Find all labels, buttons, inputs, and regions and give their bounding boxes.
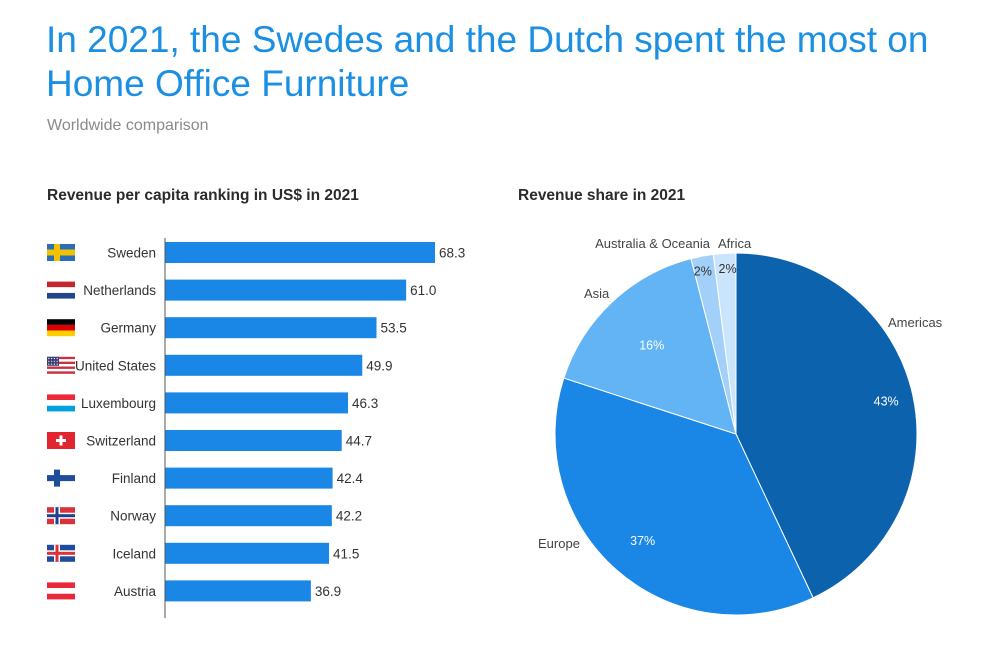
bar-switzerland bbox=[165, 430, 342, 451]
category-label-finland: Finland bbox=[112, 471, 156, 486]
bar-luxembourg bbox=[165, 392, 349, 414]
slice-label-asia: Asia bbox=[584, 286, 610, 301]
chart-subtitle: Worldwide comparison bbox=[47, 117, 209, 134]
slice-label-africa: Africa bbox=[718, 236, 752, 251]
bar-netherlands bbox=[165, 279, 407, 301]
category-label-austria: Austria bbox=[114, 584, 157, 599]
value-label-austria: 36.9 bbox=[315, 584, 341, 599]
value-label-luxembourg: 46.3 bbox=[352, 396, 378, 411]
germany-flag-icon bbox=[47, 319, 75, 337]
category-label-united-states: United States bbox=[75, 358, 156, 373]
pie-slice-europe bbox=[554, 377, 814, 616]
bar-united-states bbox=[165, 354, 363, 376]
chart-title: In 2021, the Swedes and the Dutch spent … bbox=[46, 19, 929, 104]
bar-sweden bbox=[165, 242, 435, 263]
pct-label-europe: 37% bbox=[630, 534, 655, 548]
category-label-luxembourg: Luxembourg bbox=[81, 396, 156, 411]
sweden-flag-icon bbox=[47, 244, 75, 261]
pct-label-africa: 2% bbox=[719, 262, 737, 276]
pie-chart-title: Revenue share in 2021 bbox=[518, 187, 686, 204]
pie-slice-americas bbox=[735, 252, 918, 599]
pie-slice-asia bbox=[563, 258, 737, 435]
category-label-iceland: Iceland bbox=[112, 546, 156, 561]
austria-flag-icon bbox=[47, 582, 75, 600]
pie-slice-africa bbox=[712, 252, 737, 435]
bar-iceland bbox=[165, 542, 330, 564]
finland-flag-icon bbox=[47, 469, 75, 487]
pie-chart: 43% 37% 16% 2% 2% Americas Europe Asia Australia… bbox=[538, 236, 943, 616]
luxembourg-flag-icon bbox=[47, 394, 75, 412]
slice-label-americas: Americas bbox=[888, 315, 943, 330]
category-label-netherlands: Netherlands bbox=[83, 283, 156, 298]
value-label-united-states: 49.9 bbox=[366, 358, 392, 373]
value-label-finland: 42.4 bbox=[337, 471, 364, 486]
bar-finland bbox=[165, 467, 333, 489]
value-label-iceland: 41.5 bbox=[333, 546, 359, 561]
category-label-switzerland: Switzerland bbox=[86, 434, 156, 449]
pct-label-australia-and-oceania: 2% bbox=[694, 264, 712, 278]
value-label-sweden: 68.3 bbox=[439, 246, 465, 261]
category-label-germany: Germany bbox=[100, 321, 156, 336]
bar-chart: Sweden 68.3 Netherlands 61.0 Germany 53.5 Unit… bbox=[47, 238, 465, 618]
bar-chart-title: Revenue per capita ranking in US$ in 202… bbox=[47, 187, 359, 204]
pct-label-asia: 16% bbox=[639, 338, 664, 352]
norway-flag-icon bbox=[47, 507, 75, 525]
value-label-switzerland: 44.7 bbox=[346, 434, 372, 449]
pct-label-americas: 43% bbox=[874, 394, 899, 408]
value-label-netherlands: 61.0 bbox=[410, 283, 436, 298]
united-states-flag-icon bbox=[47, 356, 75, 374]
bar-austria bbox=[165, 580, 311, 602]
netherlands-flag-icon bbox=[47, 281, 75, 299]
slice-label-australia-and-oceania: Australia & Oceania bbox=[595, 236, 711, 251]
switzerland-flag-icon bbox=[47, 432, 75, 449]
value-label-norway: 42.2 bbox=[336, 509, 362, 524]
bar-norway bbox=[165, 505, 332, 527]
value-label-germany: 53.5 bbox=[380, 321, 406, 336]
category-label-norway: Norway bbox=[110, 509, 156, 524]
category-label-sweden: Sweden bbox=[107, 246, 156, 261]
iceland-flag-icon bbox=[47, 544, 75, 562]
slice-label-europe: Europe bbox=[538, 536, 580, 551]
bar-germany bbox=[165, 317, 377, 339]
